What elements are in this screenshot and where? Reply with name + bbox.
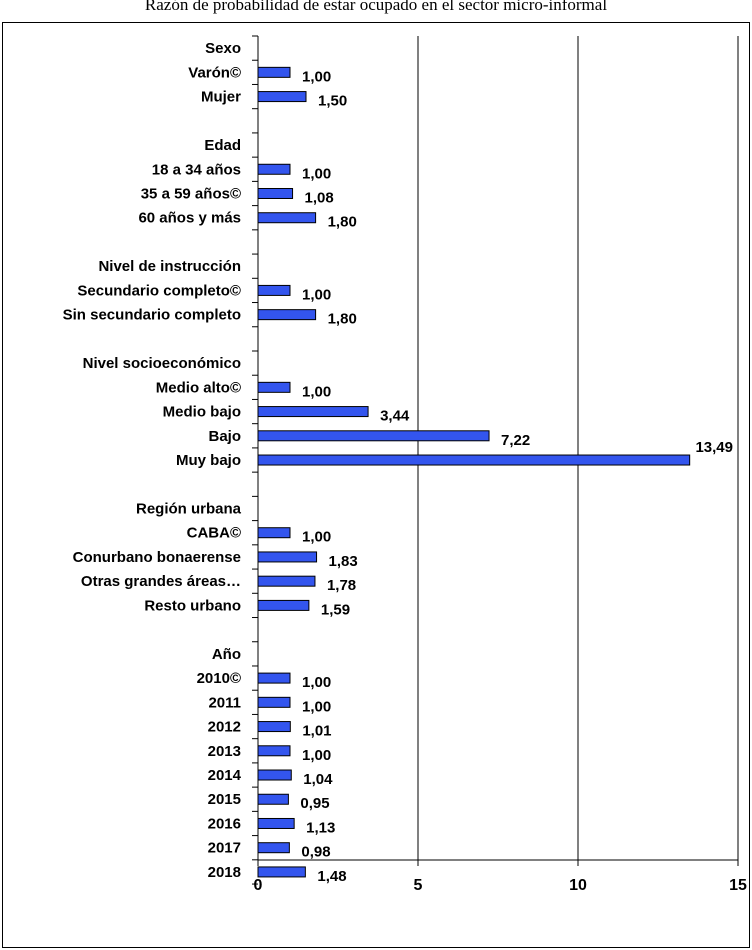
data-label: 1,00 bbox=[302, 286, 331, 303]
data-label: 1,00 bbox=[302, 529, 331, 546]
category-label: 35 a 59 años© bbox=[141, 185, 241, 202]
bar bbox=[257, 696, 291, 708]
category-label: 2016 bbox=[208, 815, 241, 832]
category-label: Conurbano bonaerense bbox=[73, 549, 241, 566]
data-label: 1,78 bbox=[327, 577, 356, 594]
category-label: 2014 bbox=[208, 767, 242, 784]
category-label: 2017 bbox=[208, 840, 241, 857]
bar bbox=[257, 406, 369, 418]
bar bbox=[257, 381, 291, 393]
bar bbox=[257, 212, 317, 224]
group-header-label: Nivel de instrucción bbox=[98, 258, 241, 275]
data-label: 1,80 bbox=[328, 214, 357, 231]
data-label: 1,00 bbox=[302, 747, 331, 764]
data-label: 1,01 bbox=[302, 723, 331, 740]
data-label: 1,83 bbox=[329, 553, 358, 570]
category-label: Mujer bbox=[201, 89, 241, 106]
bar bbox=[257, 721, 291, 733]
category-label: 2018 bbox=[208, 864, 241, 881]
data-label: 1,00 bbox=[302, 165, 331, 182]
category-label: 2015 bbox=[208, 791, 241, 808]
bar bbox=[257, 91, 307, 103]
bar bbox=[257, 745, 291, 757]
data-label: 13,49 bbox=[695, 439, 733, 456]
bar bbox=[257, 284, 291, 296]
bar bbox=[257, 817, 295, 829]
data-label: 3,44 bbox=[380, 408, 410, 425]
x-tick-label: 5 bbox=[414, 877, 423, 894]
bar bbox=[257, 551, 318, 563]
bar bbox=[257, 672, 291, 684]
chart-frame bbox=[2, 22, 750, 948]
bar bbox=[257, 309, 317, 321]
x-tick-label: 0 bbox=[254, 877, 263, 894]
category-label: Medio alto© bbox=[156, 379, 241, 396]
category-label: 2013 bbox=[208, 743, 241, 760]
category-label: Varón© bbox=[188, 64, 241, 81]
group-header-label: Sexo bbox=[205, 40, 241, 57]
bar bbox=[257, 769, 292, 781]
group-header-label: Edad bbox=[204, 137, 241, 154]
category-label: Sin secundario completo bbox=[63, 307, 241, 324]
data-label: 0,98 bbox=[301, 844, 330, 861]
bar bbox=[257, 454, 691, 466]
data-label: 1,00 bbox=[302, 674, 331, 691]
x-tick-label: 10 bbox=[569, 877, 587, 894]
group-header-label: Año bbox=[212, 646, 241, 663]
bar bbox=[257, 842, 290, 854]
bar bbox=[257, 575, 316, 587]
bar bbox=[257, 793, 289, 805]
category-label: Otras grandes áreas… bbox=[81, 573, 241, 590]
chart-title: Razón de probabilidad de estar ocupado e… bbox=[144, 0, 608, 14]
category-label: 2012 bbox=[208, 719, 241, 736]
category-label: CABA© bbox=[187, 525, 241, 542]
x-tick-label: 15 bbox=[729, 877, 747, 894]
category-label: Bajo bbox=[208, 428, 241, 445]
group-header-label: Región urbana bbox=[136, 500, 242, 517]
category-label: 18 a 34 años bbox=[152, 161, 241, 178]
data-label: 1,13 bbox=[306, 819, 335, 836]
bar bbox=[257, 187, 294, 199]
category-label: 2010© bbox=[197, 670, 241, 687]
category-label: Medio bajo bbox=[163, 404, 241, 421]
bar bbox=[257, 66, 291, 78]
category-label: 2011 bbox=[208, 694, 241, 711]
bar bbox=[257, 866, 306, 878]
data-label: 0,95 bbox=[300, 795, 329, 812]
data-label: 1,00 bbox=[302, 68, 331, 85]
data-label: 1,48 bbox=[317, 868, 346, 885]
data-label: 1,00 bbox=[302, 698, 331, 715]
data-label: 1,08 bbox=[305, 189, 334, 206]
group-header-label: Nivel socioeconómico bbox=[83, 355, 241, 372]
data-label: 1,04 bbox=[303, 771, 333, 788]
data-label: 1,80 bbox=[328, 311, 357, 328]
bar bbox=[257, 527, 291, 539]
bar bbox=[257, 163, 291, 175]
category-label: Muy bajo bbox=[176, 452, 241, 469]
bar bbox=[257, 430, 490, 442]
category-label: 60 años y más bbox=[138, 210, 241, 227]
bar bbox=[257, 599, 310, 611]
data-label: 7,22 bbox=[501, 432, 530, 449]
data-label: 1,50 bbox=[318, 93, 347, 110]
data-label: 1,59 bbox=[321, 601, 350, 618]
data-label: 1,00 bbox=[302, 383, 331, 400]
category-label: Secundario completo© bbox=[77, 282, 241, 299]
category-label: Resto urbano bbox=[144, 597, 241, 614]
